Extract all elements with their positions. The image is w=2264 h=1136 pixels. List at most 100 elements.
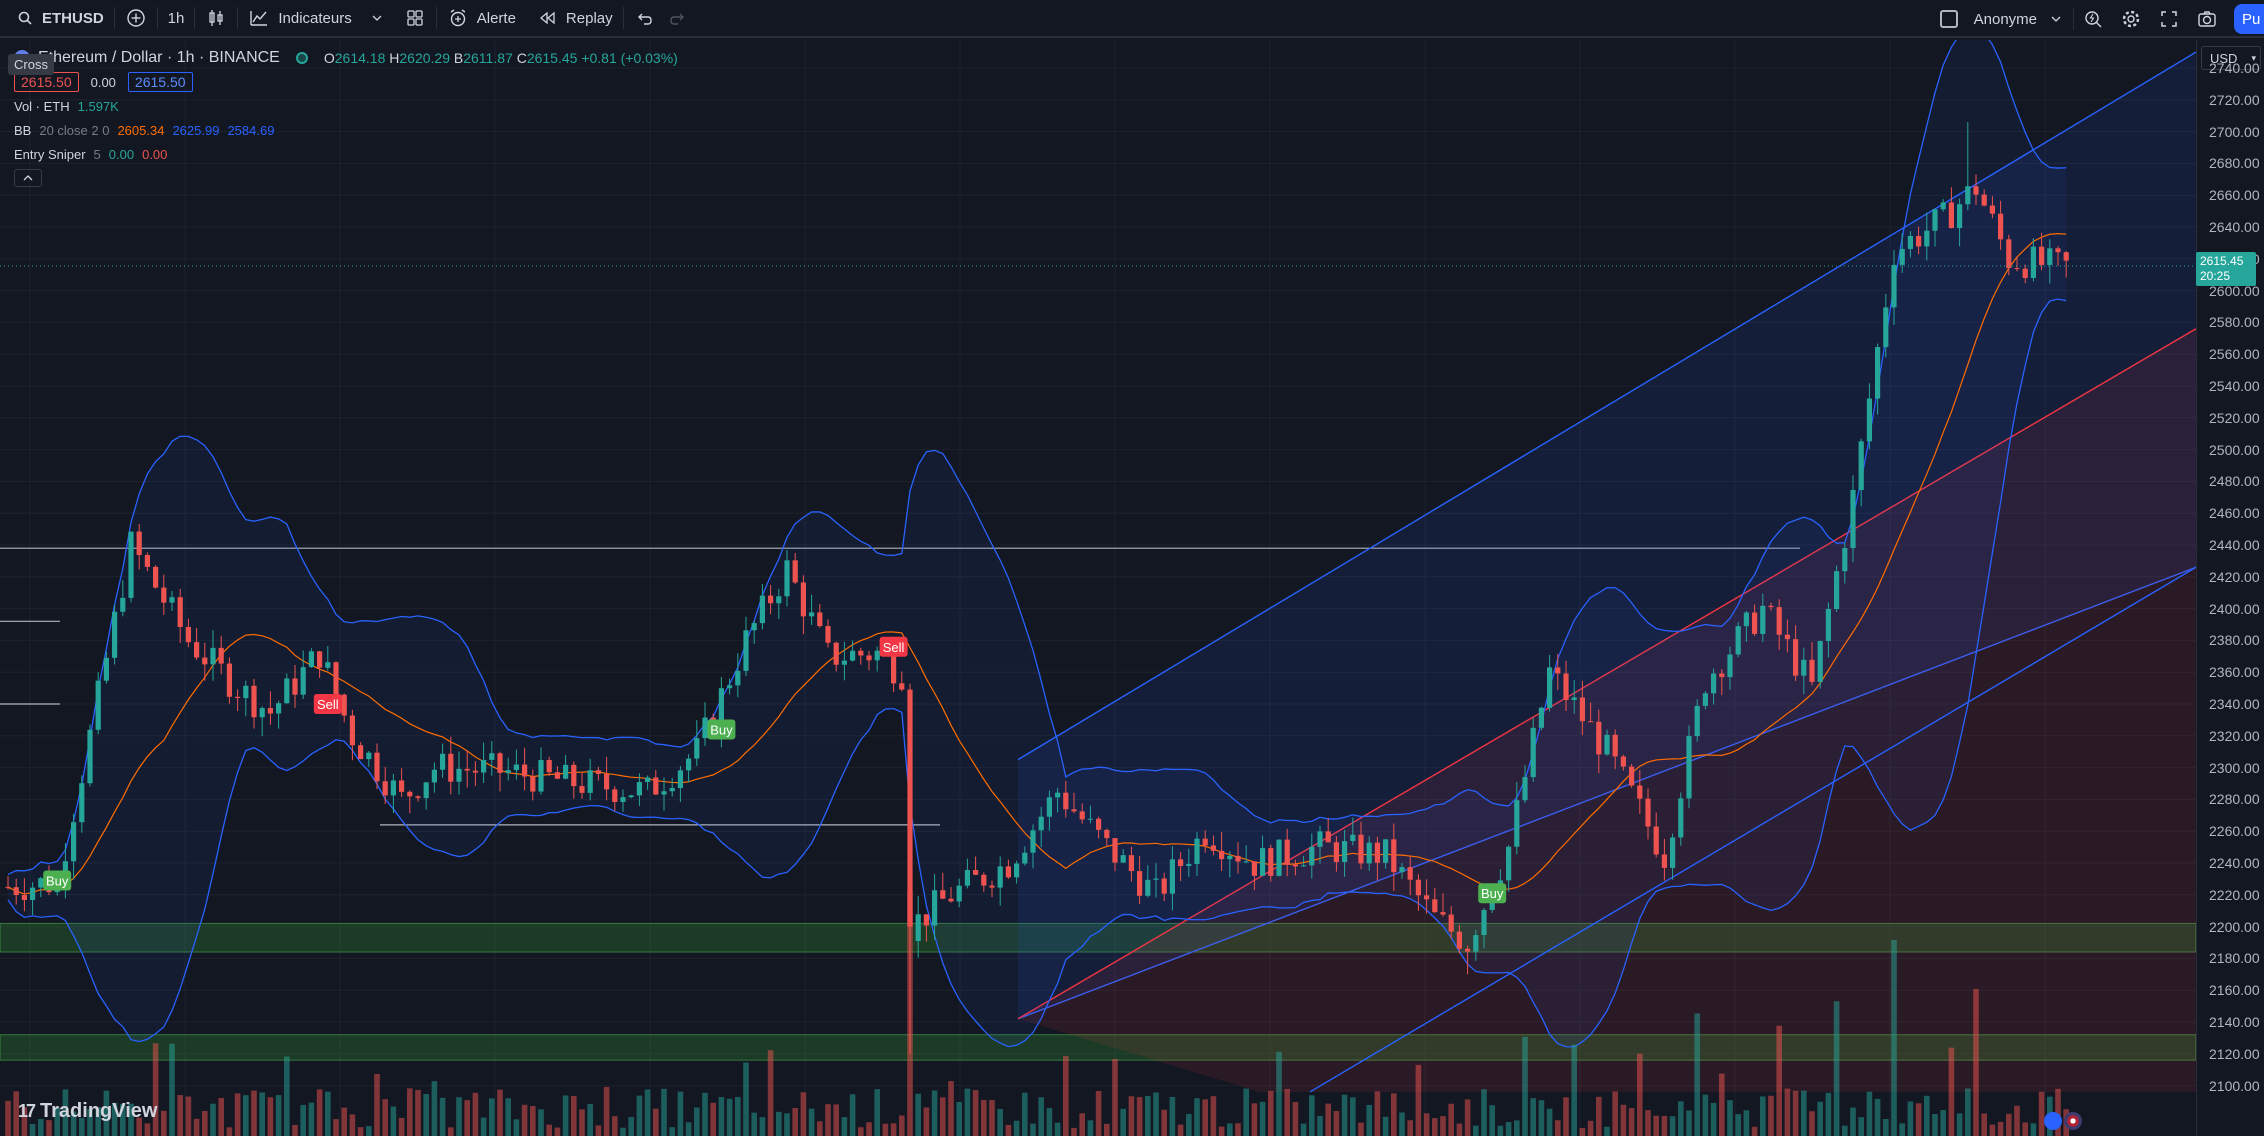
candle-body xyxy=(645,777,651,783)
candle-body xyxy=(1342,841,1348,863)
sell-price-button[interactable]: 2615.50 xyxy=(14,72,79,92)
volume-bar xyxy=(407,1088,413,1136)
legend-collapse-button[interactable] xyxy=(14,169,42,187)
alert-button[interactable]: Alerte xyxy=(437,0,526,37)
volume-bar xyxy=(1628,1108,1635,1136)
bb-label: BB xyxy=(14,122,32,138)
volume-bar xyxy=(1645,1110,1651,1136)
candle-body xyxy=(759,595,765,624)
camera-icon xyxy=(2196,8,2218,30)
blue-channel-lower xyxy=(1017,566,2196,1020)
chart-pane[interactable]: Buy Sell Buy Sell Buy Ethereum / Dollar · 1h… xyxy=(0,40,2264,1136)
candle-body xyxy=(1161,878,1167,894)
legend-entry-sniper-row[interactable]: Entry Sniper 5 0.00 0.00 xyxy=(14,142,678,166)
candle-body xyxy=(1489,896,1495,910)
volume-bar xyxy=(825,1104,831,1136)
candle-body xyxy=(382,781,388,796)
price-tick-label: 2300.00 xyxy=(2209,759,2260,776)
publish-button[interactable]: Pu xyxy=(2234,4,2264,34)
volume-bar xyxy=(415,1089,421,1136)
candle-body xyxy=(1514,800,1520,847)
layout-templates-button[interactable] xyxy=(394,0,436,37)
layout-checkbox[interactable] xyxy=(1939,10,1958,28)
legend-bb-row[interactable]: BB 20 close 2 0 2605.34 2625.99 2584.69 xyxy=(14,118,678,142)
volume-bar xyxy=(325,1091,331,1136)
volume-bar xyxy=(956,1102,962,1136)
candle-body xyxy=(899,683,905,690)
candle-body xyxy=(128,531,134,598)
candle-body xyxy=(1907,235,1913,249)
candle-body xyxy=(1317,831,1323,847)
entry-sniper-label: Entry Sniper xyxy=(14,146,86,162)
volume-bar xyxy=(800,1092,807,1136)
volume-bar xyxy=(1538,1100,1545,1136)
volume-bar xyxy=(390,1106,397,1136)
fullscreen-button[interactable] xyxy=(2150,0,2188,38)
candle-body xyxy=(358,745,364,760)
volume-bar xyxy=(357,1127,364,1136)
candle-body xyxy=(718,688,724,730)
volume-bar xyxy=(1940,1110,1946,1136)
compare-symbol-button[interactable] xyxy=(115,0,157,37)
replay-button[interactable]: Replay xyxy=(526,0,623,37)
candle-body xyxy=(817,612,823,627)
volume-bar xyxy=(849,1094,856,1136)
redo-button[interactable] xyxy=(666,0,698,37)
candle-body xyxy=(1260,848,1266,876)
candle-body xyxy=(956,885,962,902)
symbol-search-button[interactable]: ETHUSD xyxy=(0,0,114,37)
candle-body xyxy=(1686,736,1692,799)
candle-body xyxy=(456,768,462,782)
account-menu[interactable]: Anonyme xyxy=(1930,0,2073,38)
candle-body xyxy=(1694,705,1700,737)
volume-bar xyxy=(144,1123,151,1136)
volume-bar xyxy=(1399,1112,1405,1136)
price-chart[interactable]: Buy Sell Buy Sell Buy xyxy=(0,40,2196,1136)
interval-button[interactable]: 1h xyxy=(167,9,185,27)
candle-body xyxy=(423,782,429,799)
candle-body xyxy=(1538,707,1544,728)
volume-bar xyxy=(300,1104,306,1136)
volume-bar xyxy=(136,1117,142,1136)
candle-body xyxy=(390,780,396,796)
legend-volume-row[interactable]: Vol · ETH 1.597K xyxy=(14,94,678,118)
candle-body xyxy=(1325,831,1331,843)
bb-lower-value: 2584.69 xyxy=(227,122,275,138)
candle-body xyxy=(1784,634,1790,640)
candle-body xyxy=(669,788,675,792)
candle-body xyxy=(136,531,142,556)
chart-type-button[interactable] xyxy=(195,0,237,37)
candle-body xyxy=(1916,235,1922,247)
price-tick-label: 2420.00 xyxy=(2209,568,2260,585)
volume-bar xyxy=(505,1098,511,1136)
candle-body xyxy=(702,717,708,739)
volume-bar xyxy=(874,1089,880,1136)
bb-lower-line xyxy=(7,298,2067,1048)
chevron-up-icon xyxy=(23,175,33,181)
volume-bar xyxy=(1727,1100,1733,1136)
candle-body xyxy=(784,560,790,597)
volume-bar xyxy=(603,1086,610,1136)
bb-basis-value: 2605.34 xyxy=(117,122,165,138)
candle-body xyxy=(694,738,700,759)
volume-bar xyxy=(1481,1089,1487,1136)
indicators-button[interactable]: Indicateurs xyxy=(238,0,393,37)
buy-price-button[interactable]: 2615.50 xyxy=(127,72,193,92)
volume-bar xyxy=(1694,1013,1700,1136)
snapshot-button[interactable] xyxy=(2188,0,2226,38)
volume-bar xyxy=(620,1127,626,1136)
undo-button[interactable] xyxy=(624,0,666,37)
symbol-title[interactable]: Ethereum / Dollar · 1h · BINANCE xyxy=(38,49,280,66)
price-tick-label: 2680.00 xyxy=(2209,155,2260,172)
settings-button[interactable] xyxy=(2112,0,2150,38)
volume-bar xyxy=(1620,1104,1627,1136)
candle-body xyxy=(1645,798,1651,827)
bb-upper-line xyxy=(7,40,2067,876)
volume-bar xyxy=(1407,1120,1413,1136)
quick-search-button[interactable] xyxy=(2074,0,2112,38)
volume-bar xyxy=(202,1110,208,1136)
currency-selector[interactable]: USD ▾ xyxy=(2201,46,2261,70)
price-axis[interactable] xyxy=(2196,40,2264,1136)
tradingview-logo[interactable]: 17 TradingView xyxy=(18,1100,157,1123)
candle-body xyxy=(1776,607,1782,635)
